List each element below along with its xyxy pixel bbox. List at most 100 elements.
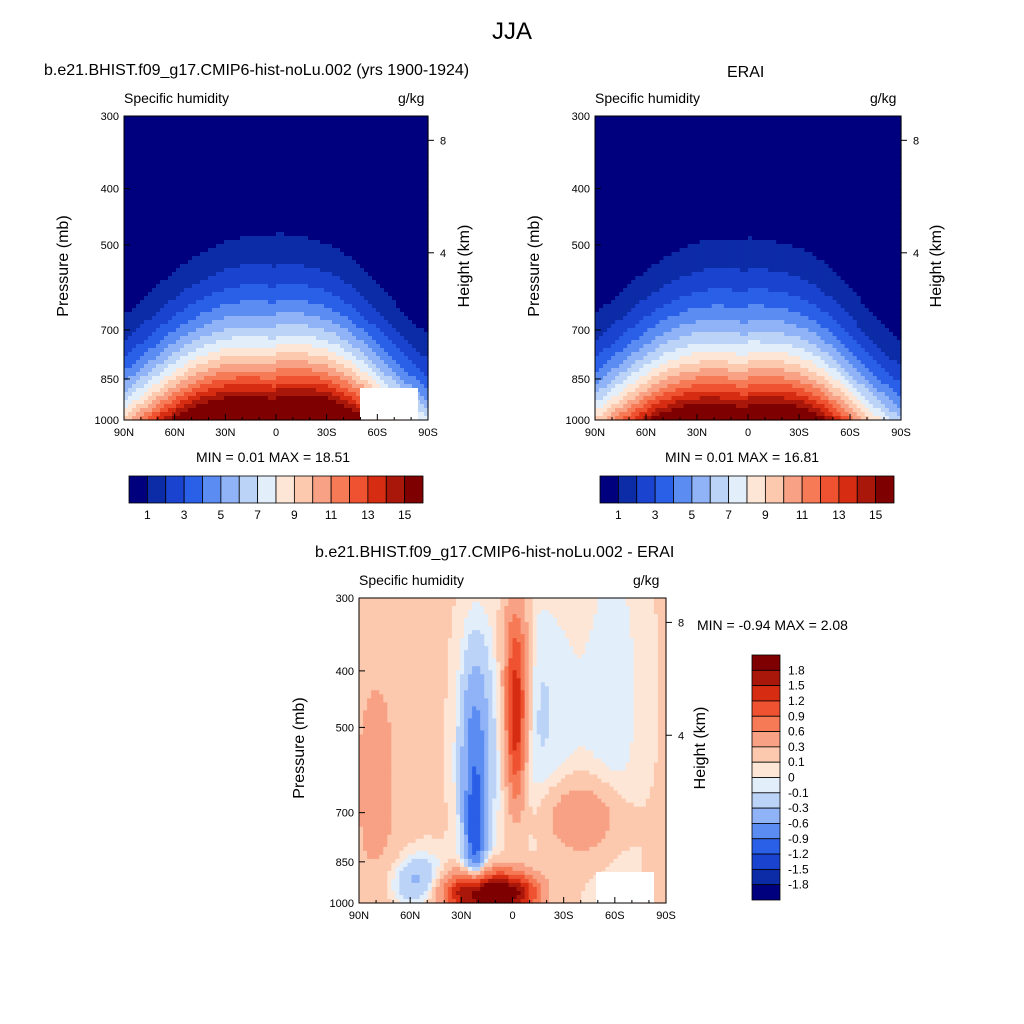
contour-cell [188,260,193,265]
contour-cell [216,312,221,317]
contour-cell [360,268,365,273]
contour-cell [144,236,149,241]
contour-cell [416,176,421,181]
contour-cell [248,208,253,213]
contour-cell [340,180,345,185]
contour-cell [228,124,233,129]
contour-cell [380,116,385,121]
contour-cell [404,224,409,229]
contour-cell [388,320,393,325]
contour-cell [268,336,273,341]
contour-cell [284,364,289,369]
contour-cell [328,316,333,321]
contour-cell [368,368,373,373]
contour-cell [248,184,253,189]
contour-cell [220,344,225,349]
contour-cell [216,316,221,321]
contour-cell [368,148,373,153]
contour-cell [188,240,193,245]
contour-cell [244,352,249,357]
contour-cell [136,152,141,157]
contour-cell [224,144,229,149]
contour-cell [372,176,377,181]
contour-cell [172,332,177,337]
contour-cell [308,360,313,365]
contour-cell [340,280,345,285]
contour-cell [144,268,149,273]
contour-cell [220,260,225,265]
contour-cell [124,240,129,245]
contour-cell [336,216,341,221]
contour-cell [324,276,329,281]
contour-cell [368,276,373,281]
contour-cell [372,292,377,297]
contour-cell [252,304,257,309]
contour-cell [244,132,249,137]
contour-cell [180,368,185,373]
contour-cell [372,344,377,349]
contour-cell [396,236,401,241]
contour-cell [296,160,301,165]
contour-cell [416,280,421,285]
contour-cell [232,360,237,365]
contour-cell [240,116,245,121]
contour-cell [212,280,217,285]
contour-cell [348,268,353,273]
contour-cell [196,280,201,285]
contour-cell [168,232,173,237]
contour-cell [244,300,249,305]
contour-cell [360,272,365,277]
contour-cell [344,296,349,301]
contour-cell [380,132,385,137]
contour-cell [124,176,129,181]
contour-cell [148,280,153,285]
contour-cell [396,372,401,377]
contour-cell [420,284,425,289]
contour-cell [252,140,257,145]
contour-cell [392,140,397,145]
contour-cell [364,176,369,181]
contour-cell [264,272,269,277]
contour-cell [156,152,161,157]
contour-cell [328,232,333,237]
contour-cell [352,292,357,297]
contour-cell [144,164,149,169]
contour-cell [196,140,201,145]
contour-cell [412,216,417,221]
contour-cell [324,124,329,129]
contour-cell [296,188,301,193]
contour-cell [128,320,133,325]
contour-cell [176,204,181,209]
contour-cell [244,336,249,341]
contour-cell [212,232,217,237]
contour-cell [420,208,425,213]
contour-cell [176,276,181,281]
contour-cell [224,232,229,237]
contour-cell [180,352,185,357]
contour-cell [340,248,345,253]
contour-cell [236,228,241,233]
contour-cell [208,220,213,225]
contour-cell [380,324,385,329]
contour-cell [416,164,421,169]
contour-cell [244,372,249,377]
contour-cell [292,196,297,201]
contour-cell [296,340,301,345]
contour-cell [380,244,385,249]
contour-cell [376,244,381,249]
contour-cell [324,372,329,377]
contour-cell [172,348,177,353]
contour-cell [344,184,349,189]
contour-cell [188,340,193,345]
contour-cell [128,208,133,213]
contour-cell [220,300,225,305]
contour-cell [208,260,213,265]
contour-cell [320,196,325,201]
contour-cell [296,320,301,325]
contour-cell [332,264,337,269]
contour-cell [124,348,129,353]
contour-cell [200,288,205,293]
contour-cell [244,236,249,241]
contour-cell [144,340,149,345]
